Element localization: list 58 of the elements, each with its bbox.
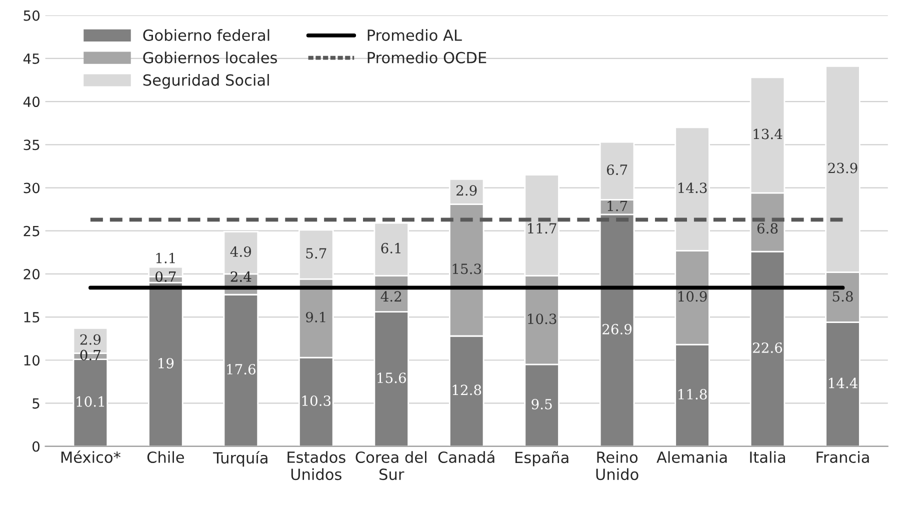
data-label: 2.9 — [456, 185, 477, 196]
data-label: 10.1 — [76, 396, 104, 407]
data-label: 23.9 — [828, 162, 858, 174]
data-label: 5.8 — [832, 291, 853, 302]
y-tick-label: 0 — [32, 441, 40, 452]
data-label: 10.3 — [302, 395, 331, 406]
data-label: 12.8 — [452, 384, 482, 396]
x-tick-label: México* — [61, 450, 120, 463]
data-label: 9.5 — [532, 398, 552, 410]
legend-label: Promedio OCDE — [368, 52, 486, 64]
x-tick-label: España — [515, 451, 568, 466]
legend-label: Promedio AL — [368, 29, 462, 41]
x-tick-label: Turquía — [213, 451, 268, 467]
x-tick-label: Reino Unido — [596, 451, 638, 480]
data-label: 26.9 — [602, 324, 632, 334]
y-tick-label: 45 — [23, 54, 40, 64]
data-label: 10.3 — [528, 314, 556, 324]
x-tick-label: Italia — [750, 451, 785, 463]
y-tick-label: 40 — [23, 96, 40, 108]
legend-label: Gobiernos locales — [143, 52, 277, 64]
y-tick-label: 10 — [24, 355, 40, 366]
x-tick-label: Corea del Sur — [356, 451, 426, 480]
y-tick-label: 20 — [24, 268, 40, 280]
data-label: 10.9 — [678, 291, 707, 302]
data-label: 6.8 — [757, 223, 778, 234]
data-label: 15.3 — [452, 264, 482, 274]
data-label: 2.9 — [80, 334, 101, 345]
x-tick-label: Canadá — [438, 450, 494, 463]
x-tick-label: Chile — [147, 451, 184, 463]
data-label: 4.9 — [230, 246, 252, 257]
data-label: 6.1 — [381, 242, 400, 254]
data-label: 5.7 — [306, 248, 326, 259]
data-label: 22.6 — [752, 342, 782, 353]
data-label: 1.1 — [156, 252, 175, 264]
y-tick-label: 25 — [24, 226, 40, 236]
y-tick-label: 30 — [24, 182, 40, 194]
data-label: 13.4 — [754, 128, 782, 140]
x-tick-label: Francia — [816, 451, 869, 463]
data-label: 11.7 — [528, 223, 556, 234]
data-label: 14.3 — [678, 182, 707, 194]
data-label: 14.4 — [828, 378, 858, 388]
x-tick-label: Alemania — [656, 451, 727, 463]
data-label: 9.1 — [306, 312, 326, 322]
legend-label: Seguridad Social — [143, 74, 269, 89]
legend-label: Gobierno federal — [143, 29, 270, 41]
data-label: 11.8 — [678, 388, 707, 400]
y-tick-label: 15 — [24, 312, 40, 323]
data-label: 4.2 — [380, 291, 402, 302]
data-label: 17.6 — [227, 364, 256, 374]
data-label: 19 — [158, 358, 174, 368]
y-tick-label: 35 — [24, 140, 40, 150]
x-tick-label: Estados Unidos — [288, 451, 346, 480]
data-label: 6.7 — [606, 164, 628, 175]
data-label: 15.6 — [378, 372, 406, 384]
y-tick-label: 50 — [24, 10, 40, 21]
y-tick-label: 5 — [32, 398, 40, 409]
data-label: 1.7 — [608, 200, 628, 212]
data-label: 0.7 — [156, 271, 176, 282]
